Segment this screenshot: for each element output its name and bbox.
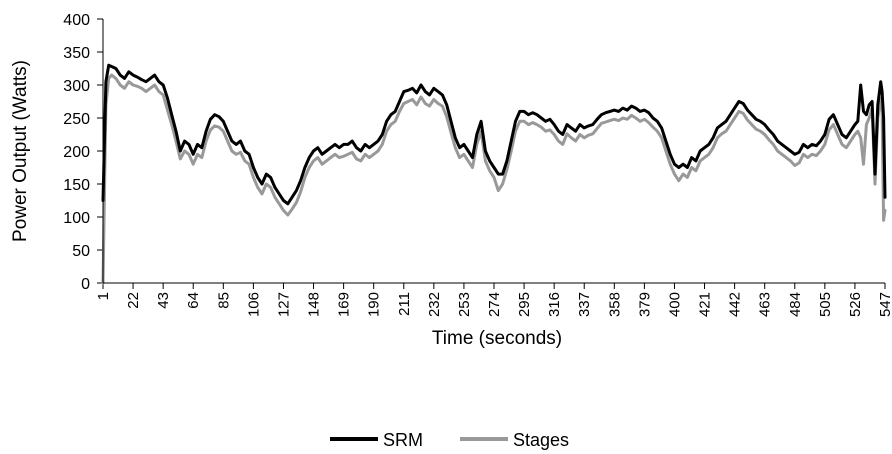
y-tick-label: 250: [63, 111, 90, 128]
y-tick-label: 200: [63, 144, 90, 161]
x-tick-label: 106: [245, 292, 262, 317]
x-tick-label: 211: [396, 292, 413, 316]
y-tick-label: 50: [72, 243, 90, 260]
x-tick-label: 295: [516, 292, 533, 317]
x-tick-label: 1: [95, 292, 112, 300]
x-tick-label: 463: [757, 292, 774, 317]
series-line-srm: [101, 63, 887, 206]
legend-label-srm: SRM: [383, 430, 423, 450]
y-tick-label: 300: [63, 78, 90, 95]
y-tick-label: 100: [63, 210, 90, 227]
y-tick-label: 400: [63, 12, 90, 29]
x-tick-label: 169: [336, 292, 353, 317]
x-tick-label: 64: [185, 292, 202, 309]
x-tick-label: 358: [606, 292, 623, 317]
series-layer: [101, 63, 887, 285]
x-axis-title: Time (seconds): [432, 328, 562, 349]
x-tick-label: 484: [787, 292, 804, 317]
x-tick-label: 379: [636, 292, 653, 317]
x-tick-label: 232: [426, 292, 443, 317]
x-tick-label: 505: [817, 292, 834, 317]
y-tick-label: 0: [81, 276, 90, 293]
x-tick-label: 148: [306, 292, 323, 317]
legend-label-stages: Stages: [513, 430, 569, 450]
x-tick-label: 442: [727, 292, 744, 317]
x-tick-label: 43: [155, 292, 172, 309]
y-tick-label: 150: [63, 177, 90, 194]
x-tick-label: 127: [275, 292, 292, 317]
x-tick-label: 400: [666, 292, 683, 317]
x-tick-label: 526: [847, 292, 864, 317]
y-axis-title: Power Output (Watts): [10, 60, 31, 242]
series-line-stages: [101, 73, 887, 285]
x-tick-label: 253: [456, 292, 473, 317]
x-tick-label: 421: [697, 292, 714, 317]
x-tick-label: 316: [546, 292, 563, 317]
x-tick-label: 85: [215, 292, 232, 309]
x-tick-label: 547: [877, 292, 892, 317]
x-tick-label: 274: [486, 292, 503, 317]
x-tick-label: 190: [366, 292, 383, 317]
x-tick-label: 22: [125, 292, 142, 309]
y-axis-ticks: 0 50 100 150 200 250 300 350 400: [63, 12, 103, 293]
legend: SRM Stages: [330, 430, 569, 450]
x-tick-label: 337: [576, 292, 593, 317]
x-axis-ticks: 1 22 43 64 85 106 127 148 169 190 211 232 253 274 295 3…: [95, 283, 892, 317]
y-tick-label: 350: [63, 45, 90, 62]
